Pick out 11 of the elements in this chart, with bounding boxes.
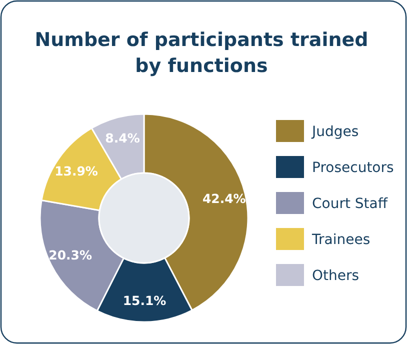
data-label: 42.4% (202, 190, 246, 206)
data-label: 13.9% (54, 163, 98, 178)
legend-label: Prosecutors (312, 160, 394, 176)
data-label: 15.1% (122, 292, 167, 308)
data-label: 8.4% (105, 130, 140, 146)
chart-title: Number of participants trained by functions (34, 29, 368, 77)
legend-label: Judges (311, 124, 359, 140)
data-label: 20.3% (48, 247, 92, 262)
legend-label: Court Staff (312, 196, 388, 212)
legend-label: Others (312, 268, 360, 284)
legend-label: Trainees (311, 232, 370, 248)
